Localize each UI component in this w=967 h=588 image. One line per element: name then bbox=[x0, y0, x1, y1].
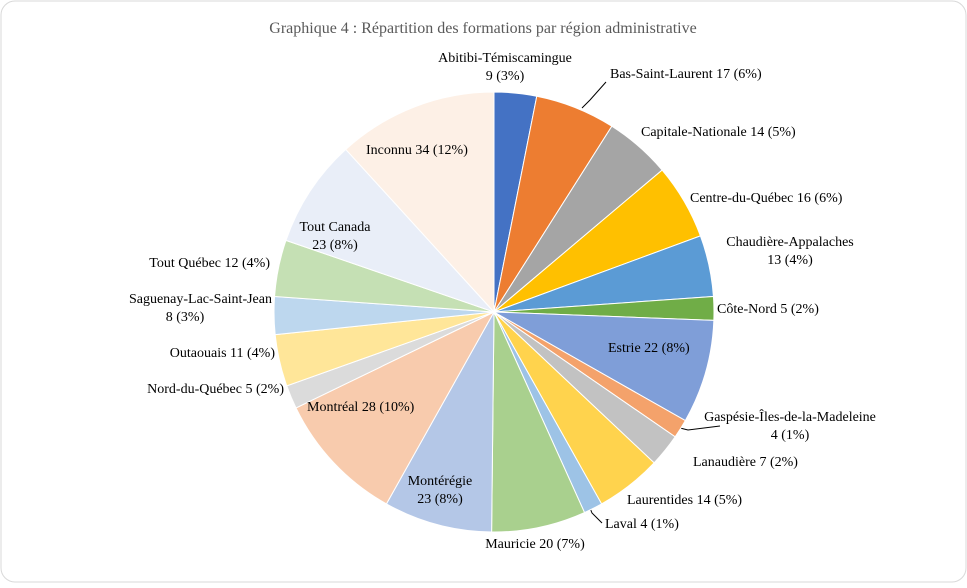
data-label: Montérégie bbox=[408, 474, 473, 489]
value-label: 4 (1%) bbox=[771, 428, 810, 443]
value-label: 12 (4%) bbox=[225, 256, 271, 271]
category-label: Laurentides bbox=[627, 493, 693, 508]
value-label: 23 (8%) bbox=[312, 238, 358, 253]
data-label: Bas-Saint-Laurent 17 (6%) bbox=[610, 67, 762, 82]
value-label: 14 (5%) bbox=[697, 493, 743, 508]
category-label: Nord-du-Québec bbox=[147, 382, 242, 397]
category-label: Gaspésie-Îles-de-la-Madeleine bbox=[704, 408, 876, 425]
category-label: Centre-du-Québec bbox=[690, 191, 793, 206]
data-label: Lanaudière 7 (2%) bbox=[693, 455, 798, 470]
data-label: Tout Canada bbox=[300, 220, 372, 235]
category-label: Capitale-Nationale bbox=[641, 125, 747, 140]
value-label: 17 (6%) bbox=[716, 67, 762, 82]
category-label: Chaudière-Appalaches bbox=[726, 235, 854, 250]
value-label: 22 (8%) bbox=[644, 341, 690, 356]
data-label: Abitibi-Témiscamingue bbox=[438, 51, 572, 66]
data-label: 23 (8%) bbox=[417, 492, 463, 507]
data-label: 23 (8%) bbox=[312, 238, 358, 253]
category-label: Estrie bbox=[608, 341, 641, 356]
value-label: 14 (5%) bbox=[750, 125, 796, 140]
data-label: Estrie 22 (8%) bbox=[608, 341, 690, 356]
chart-title: Graphique 4 : Répartition des formations… bbox=[269, 20, 696, 37]
value-label: 8 (3%) bbox=[166, 310, 205, 325]
category-label: Saguenay-Lac-Saint-Jean bbox=[129, 292, 272, 307]
value-label: 28 (10%) bbox=[362, 400, 415, 415]
data-label: Côte-Nord 5 (2%) bbox=[717, 302, 819, 317]
value-label: 5 (2%) bbox=[246, 382, 285, 397]
slices bbox=[273, 91, 715, 533]
value-label: 5 (2%) bbox=[780, 302, 819, 317]
category-label: Outaouais bbox=[170, 346, 227, 361]
value-label: 7 (2%) bbox=[759, 455, 798, 470]
pie-slice bbox=[345, 91, 495, 314]
data-label: Capitale-Nationale 14 (5%) bbox=[641, 125, 796, 140]
leader-line bbox=[679, 425, 721, 431]
data-label: 8 (3%) bbox=[166, 310, 205, 325]
leader-line bbox=[581, 81, 607, 109]
category-label: Tout Québec bbox=[149, 256, 221, 271]
value-label: 16 (6%) bbox=[797, 191, 843, 206]
data-label: Saguenay-Lac-Saint-Jean bbox=[129, 292, 272, 307]
data-label: 13 (4%) bbox=[767, 253, 813, 268]
category-label: Abitibi-Témiscamingue bbox=[438, 51, 572, 66]
value-label: 23 (8%) bbox=[417, 492, 463, 507]
value-label: 11 (4%) bbox=[230, 346, 275, 361]
pie-slice bbox=[295, 310, 496, 505]
data-label: Laval 4 (1%) bbox=[605, 517, 679, 532]
data-label: Nord-du-Québec 5 (2%) bbox=[147, 382, 284, 397]
category-label: Lanaudière bbox=[693, 455, 756, 470]
pie-slice bbox=[285, 148, 495, 313]
category-label: Montérégie bbox=[408, 474, 473, 489]
category-label: Tout Canada bbox=[300, 220, 372, 235]
category-label: Laval bbox=[605, 517, 637, 532]
data-label: 4 (1%) bbox=[771, 428, 810, 443]
data-label: Gaspésie-Îles-de-la-Madeleine bbox=[704, 408, 876, 425]
value-label: 4 (1%) bbox=[640, 517, 679, 532]
category-label: Mauricie bbox=[485, 537, 536, 552]
data-label: 9 (3%) bbox=[486, 69, 525, 84]
value-label: 13 (4%) bbox=[767, 253, 813, 268]
category-label: Côte-Nord bbox=[717, 302, 777, 317]
data-label: Mauricie 20 (7%) bbox=[485, 537, 585, 552]
pie-slice bbox=[493, 311, 715, 422]
category-label: Bas-Saint-Laurent bbox=[610, 67, 713, 82]
value-label: 34 (12%) bbox=[415, 143, 468, 158]
category-label: Montréal bbox=[307, 400, 358, 415]
data-label: Montréal 28 (10%) bbox=[307, 400, 415, 415]
data-label: Laurentides 14 (5%) bbox=[627, 493, 742, 508]
data-label: Tout Québec 12 (4%) bbox=[149, 256, 270, 271]
data-label: Centre-du-Québec 16 (6%) bbox=[690, 191, 843, 206]
data-label: Inconnu 34 (12%) bbox=[366, 143, 468, 158]
data-label: Outaouais 11 (4%) bbox=[170, 346, 276, 361]
pie-slice bbox=[385, 311, 495, 533]
value-label: 9 (3%) bbox=[486, 69, 525, 84]
category-label: Inconnu bbox=[366, 143, 412, 158]
value-label: 20 (7%) bbox=[539, 537, 585, 552]
labels: Abitibi-Témiscamingue 9 (3%) Bas-Saint-Lau… bbox=[129, 51, 876, 552]
data-label: Chaudière-Appalaches bbox=[726, 235, 854, 250]
